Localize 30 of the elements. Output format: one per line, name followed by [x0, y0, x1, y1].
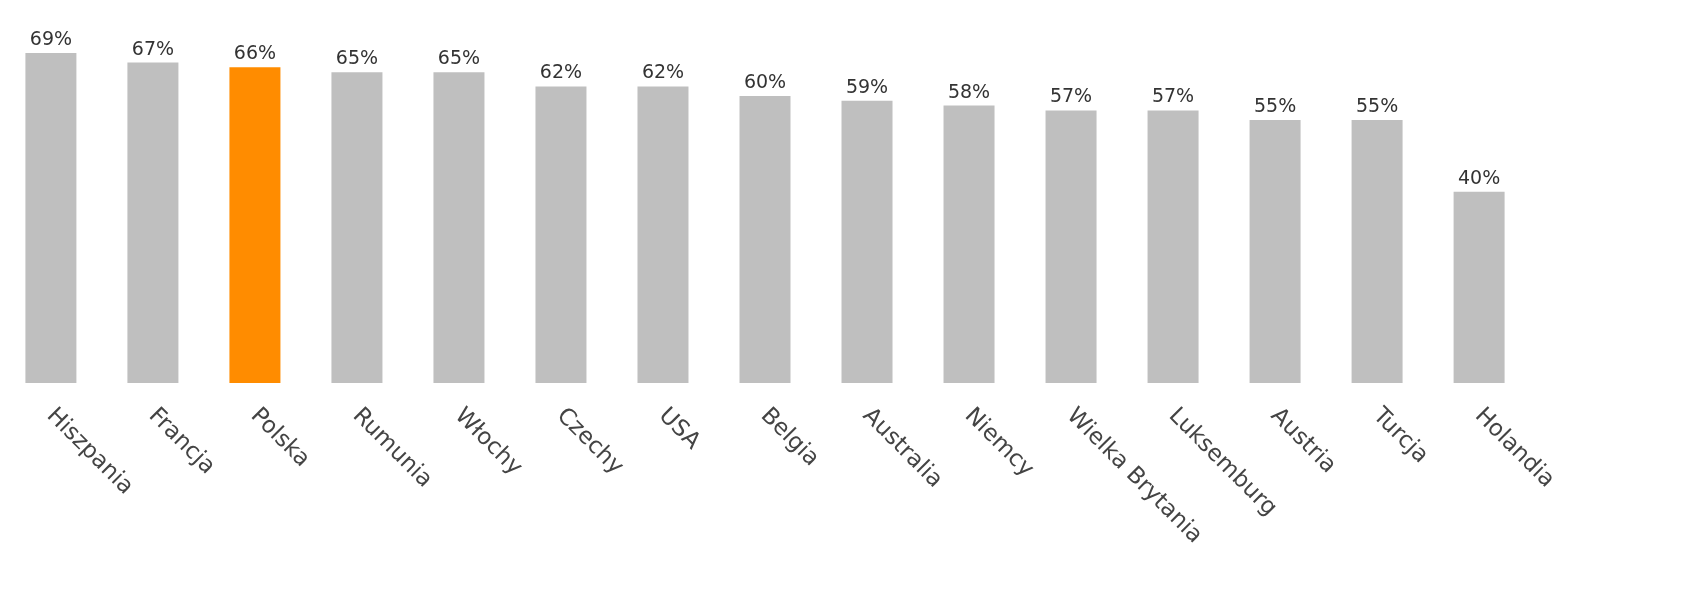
bar — [535, 86, 587, 383]
bar — [1147, 110, 1199, 383]
bar — [1351, 119, 1403, 383]
bar — [433, 72, 485, 383]
bar — [25, 53, 77, 383]
bar — [637, 86, 689, 383]
bar — [1249, 119, 1301, 383]
data-label: 69% — [29, 27, 73, 49]
bar — [1453, 191, 1505, 383]
data-label: 65% — [437, 46, 481, 69]
data-label: 67% — [131, 36, 175, 59]
data-label: 57% — [1049, 84, 1093, 107]
data-label: 58% — [947, 79, 991, 102]
data-label: 55% — [1355, 93, 1399, 116]
data-label: 62% — [641, 60, 685, 83]
data-label: 62% — [539, 60, 583, 83]
bar — [127, 62, 179, 383]
data-label: 60% — [743, 70, 787, 93]
data-label: 57% — [1151, 84, 1195, 107]
bar — [943, 105, 995, 383]
bar — [1045, 110, 1097, 383]
bar — [331, 72, 383, 383]
bar — [739, 96, 791, 383]
bar — [229, 67, 281, 383]
data-label: 55% — [1253, 93, 1297, 116]
data-label: 40% — [1457, 165, 1501, 188]
data-label: 65% — [335, 46, 379, 69]
data-label: 66% — [233, 41, 277, 64]
bar — [841, 100, 893, 383]
data-label: 59% — [845, 74, 889, 97]
